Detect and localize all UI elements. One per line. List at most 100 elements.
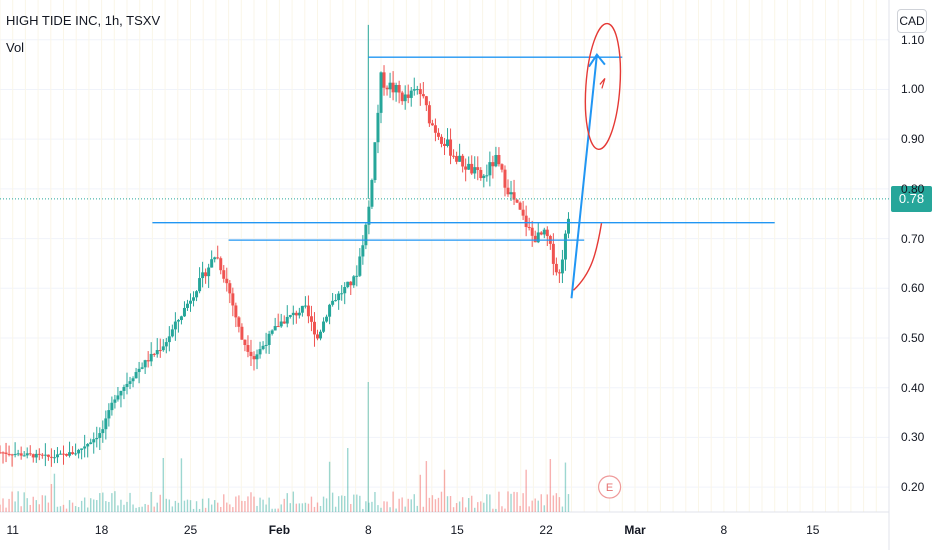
candle-body	[161, 346, 165, 351]
volume-bar	[20, 506, 22, 512]
candle-body	[152, 353, 156, 355]
candle-body	[418, 89, 422, 95]
volume-bar	[546, 494, 549, 512]
volume-bar	[223, 494, 225, 512]
volume-bar	[525, 469, 527, 512]
candle-body	[303, 305, 307, 307]
volume-bar	[380, 507, 382, 512]
volume-bar	[359, 495, 361, 512]
candle-body	[515, 199, 519, 203]
volume-bar	[192, 508, 195, 512]
volume-bar	[229, 504, 231, 512]
currency-button[interactable]: CAD	[897, 9, 927, 33]
candle-body	[560, 259, 564, 274]
candle-body	[340, 293, 344, 295]
candle-body	[225, 278, 229, 284]
volume-bar	[102, 492, 104, 512]
volume-bar	[540, 494, 542, 512]
candle-body	[403, 94, 407, 102]
candle-body	[352, 276, 356, 286]
candle-body	[179, 316, 183, 321]
volume-bar	[495, 508, 497, 512]
volume-bar	[558, 497, 561, 512]
candle-body	[506, 187, 510, 195]
volume-bar	[186, 499, 189, 512]
time-tick-label: 15	[450, 523, 464, 537]
candle-body	[149, 353, 153, 362]
candle-body	[31, 454, 35, 458]
volume-bar	[147, 504, 149, 512]
volume-bar	[443, 469, 446, 512]
candle-body	[476, 167, 480, 170]
volume-bar	[413, 494, 415, 512]
volume-bar	[35, 500, 37, 512]
candle-body	[77, 449, 81, 454]
volume-bar	[68, 500, 71, 512]
candle-body	[192, 297, 196, 301]
volume-bar	[238, 495, 240, 512]
candle-body	[16, 453, 20, 455]
candle-body	[361, 245, 365, 257]
candle-body	[285, 316, 289, 324]
volume-bar	[347, 448, 349, 512]
price-tick-label: 1.00	[901, 82, 925, 97]
volume-bar	[59, 506, 62, 512]
arrow-line	[570, 54, 598, 299]
volume-bar	[301, 503, 304, 512]
volume-bar	[516, 492, 518, 512]
volume-bar	[14, 501, 16, 512]
candle-body	[397, 84, 401, 93]
candle-body	[107, 410, 111, 419]
candle-body	[4, 452, 8, 454]
candle-body	[343, 287, 347, 294]
candle-body	[146, 360, 150, 362]
volume-bar	[204, 507, 207, 512]
volume-bar	[180, 458, 183, 512]
candle-body	[49, 456, 53, 458]
volume-indicator-label[interactable]: Vol	[6, 40, 25, 55]
volume-bar	[350, 503, 352, 512]
volume-bar	[129, 492, 131, 512]
candle-body	[19, 453, 23, 456]
candle-body	[164, 342, 168, 347]
candle-body	[331, 300, 335, 305]
volume-bar	[353, 494, 355, 512]
candle-body	[545, 229, 549, 237]
volume-bar	[96, 500, 98, 512]
volume-bar	[319, 505, 322, 512]
candle-body	[491, 162, 495, 167]
freehand-stroke	[573, 223, 603, 291]
volume-bar	[162, 457, 164, 512]
volume-bar	[247, 496, 249, 512]
volume-bar	[392, 491, 394, 512]
candle-body	[376, 112, 380, 143]
volume-bar	[286, 493, 288, 512]
candle-body	[533, 235, 537, 243]
candle-body	[439, 136, 443, 144]
volume-bar	[477, 502, 479, 512]
volume-bar	[123, 504, 125, 512]
candle-body	[104, 418, 108, 430]
candle-body	[509, 192, 513, 195]
volume-bar	[307, 503, 310, 512]
volume-bar	[283, 498, 285, 512]
volume-bar	[452, 507, 455, 512]
volume-bar	[480, 501, 482, 512]
candle-body	[557, 272, 561, 274]
volume-bar	[313, 506, 316, 512]
price-tick-label: 0.90	[901, 132, 925, 147]
candle-body	[485, 175, 489, 177]
candle-body	[355, 275, 359, 277]
candle-body	[443, 143, 446, 146]
candle-body	[92, 439, 96, 443]
candle-body	[391, 82, 395, 93]
candle-body	[122, 386, 126, 391]
candle-body	[322, 321, 326, 332]
candle-body	[300, 305, 304, 313]
volume-bar	[537, 500, 539, 512]
volume-bar	[422, 506, 425, 512]
candle-body	[337, 293, 341, 301]
volume-bar	[277, 508, 279, 512]
